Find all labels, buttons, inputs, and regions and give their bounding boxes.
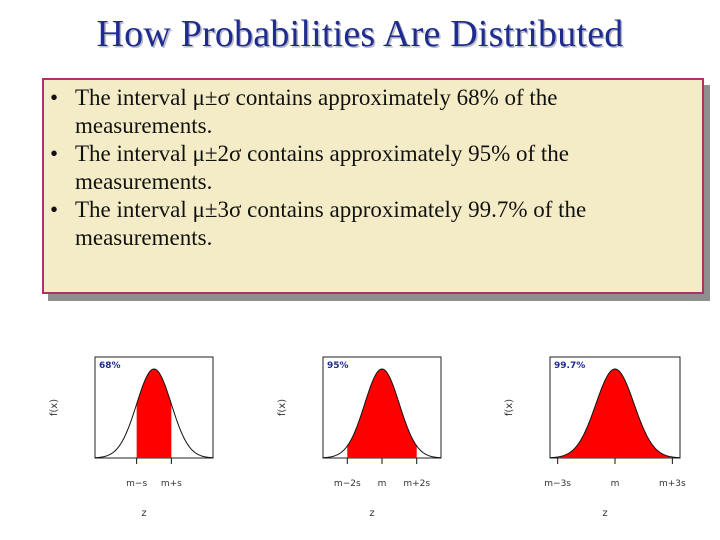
x-tick-label: m−3s xyxy=(544,479,571,489)
normal-curves-figure: 68% f(x) m−s m+s z 95% f(x) m−2s m m+2s z 99.7% f(x)… xyxy=(49,356,686,519)
x-axis-label: z xyxy=(369,508,374,519)
x-tick-label: m+s xyxy=(161,479,182,489)
shaded-area xyxy=(557,369,673,458)
x-axis-label: z xyxy=(141,508,146,519)
percent-label: 68% xyxy=(99,361,121,371)
page-title: How Probabilities Are Distributed xyxy=(96,13,624,55)
x-tick-label: m+2s xyxy=(403,479,430,489)
bullet-item: • The interval μ±σ contains approximatel… xyxy=(48,84,688,140)
x-tick-label: m+3s xyxy=(659,479,686,489)
x-axis-label: z xyxy=(602,508,607,519)
x-tick-label: m−s xyxy=(126,479,147,489)
x-tick-label: m xyxy=(611,479,620,489)
bullet-marker: • xyxy=(50,85,59,110)
bullet-text: The interval μ±3σ contains approximately… xyxy=(75,197,587,250)
y-axis-label: f(x) xyxy=(504,399,515,416)
bullet-marker: • xyxy=(50,197,59,222)
bullet-list: • The interval μ±σ contains approximatel… xyxy=(48,84,688,252)
shaded-area xyxy=(136,369,172,458)
y-axis-label: f(x) xyxy=(49,399,60,416)
density-curve xyxy=(549,368,681,459)
bullet-marker: • xyxy=(50,141,59,166)
density-curve xyxy=(94,368,214,459)
y-axis-label: f(x) xyxy=(277,399,288,416)
bullet-item: • The interval μ±2σ contains approximate… xyxy=(48,140,688,196)
density-curve xyxy=(322,368,442,459)
bullet-text: The interval μ±2σ contains approximately… xyxy=(75,141,570,194)
bullet-text: The interval μ±σ contains approximately … xyxy=(75,85,558,138)
x-tick-label: m xyxy=(378,479,387,489)
percent-label: 99.7% xyxy=(554,361,585,371)
x-tick-label: m−2s xyxy=(334,479,361,489)
content-box xyxy=(42,78,704,294)
percent-label: 95% xyxy=(327,361,349,371)
shaded-area xyxy=(347,369,417,458)
bullet-item: • The interval μ±3σ contains approximate… xyxy=(48,196,688,252)
